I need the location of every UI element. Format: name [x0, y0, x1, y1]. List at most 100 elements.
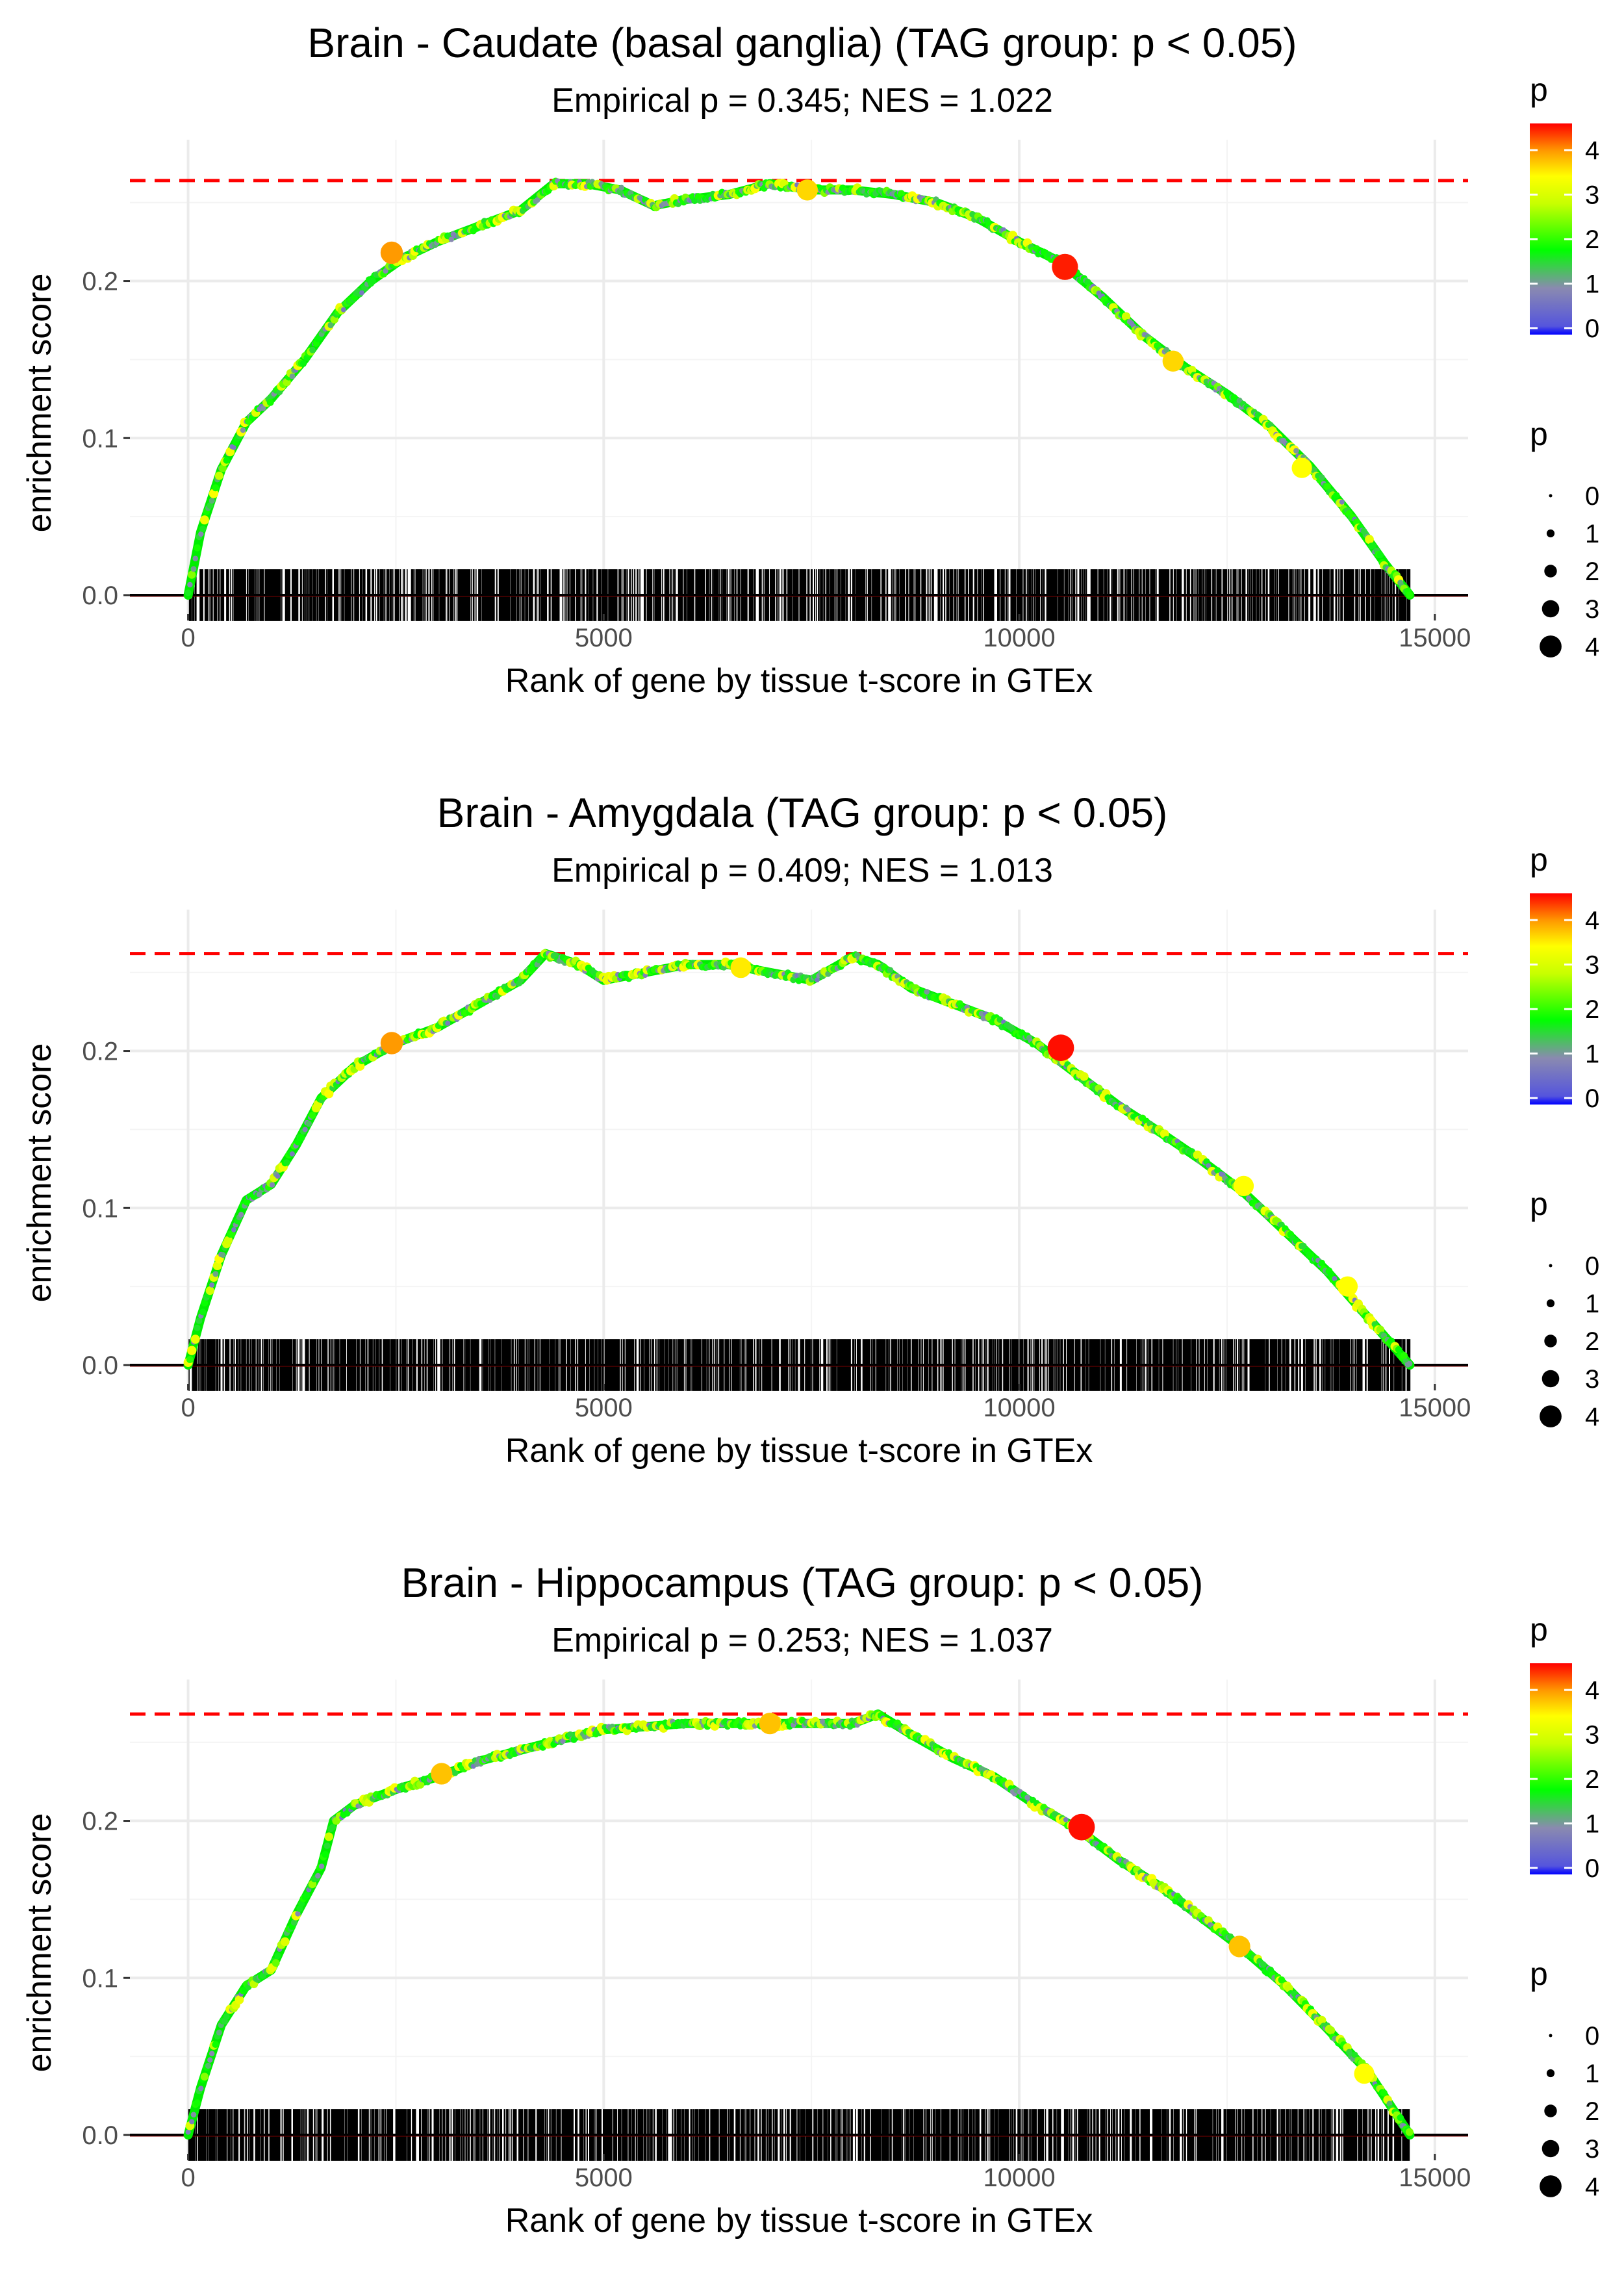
y-tick-label: 0.2 — [82, 268, 118, 296]
curve-point — [194, 2099, 201, 2106]
curve-point — [188, 570, 196, 579]
curve-point — [534, 197, 540, 203]
curve-point — [186, 1356, 194, 1363]
chart-title: Brain - Caudate (basal ganglia) (TAG gro… — [307, 19, 1297, 66]
colorbar-label: 2 — [1585, 995, 1599, 1024]
y-axis-title: enrichment score — [21, 1043, 58, 1303]
colorbar-label: 3 — [1585, 1721, 1599, 1750]
curve-point — [567, 1731, 574, 1738]
curve-point — [266, 399, 274, 406]
curve-point — [209, 1282, 215, 1288]
curve-point — [1401, 1352, 1408, 1359]
size-legend-label: 2 — [1585, 557, 1599, 586]
curve-point — [1278, 1976, 1286, 1984]
curve-point — [214, 471, 223, 480]
curve-point — [184, 589, 192, 596]
curve-point — [815, 977, 820, 983]
curve-point — [194, 544, 201, 552]
curve-point — [1405, 2128, 1414, 2136]
x-tick-label: 15000 — [1399, 1394, 1471, 1422]
y-tick-label: 0.1 — [82, 1964, 118, 1993]
y-tick-label: 0.0 — [82, 581, 118, 610]
enrichment-curve — [183, 177, 1415, 600]
curve-point — [1339, 499, 1345, 505]
curve-point — [207, 502, 214, 509]
curve-point — [256, 1192, 262, 1197]
x-tick-label: 0 — [181, 1394, 195, 1422]
curve-point — [205, 1286, 214, 1296]
colorbar — [1530, 1663, 1572, 1874]
curve-point — [1260, 1961, 1267, 1968]
size-legend-title: p — [1530, 1956, 1548, 1992]
curve-point — [201, 1299, 209, 1307]
highlight-point-1 — [380, 241, 403, 264]
curve-point — [327, 322, 334, 329]
size-legend-dot — [1540, 635, 1562, 658]
curve-point — [1214, 1167, 1221, 1174]
size-legend-label: 2 — [1585, 2097, 1599, 2126]
colorbar-label: 2 — [1585, 225, 1599, 254]
curve-point — [528, 965, 536, 973]
size-legend-label: 4 — [1585, 633, 1599, 661]
curve-point — [212, 2041, 220, 2048]
colorbar-label: 0 — [1585, 1854, 1599, 1883]
curve-point — [205, 2062, 212, 2069]
curve-point — [216, 2029, 222, 2036]
colorbar — [1530, 123, 1572, 335]
y-tick-label: 0.0 — [82, 1351, 118, 1380]
size-legend-dot — [1542, 600, 1560, 618]
curve-point — [1380, 2089, 1388, 2097]
curve-point — [192, 556, 199, 561]
curve-point — [274, 1952, 281, 1960]
curve-point — [220, 1252, 226, 1258]
size-legend-dot — [1540, 2175, 1562, 2197]
curve-point — [448, 236, 455, 242]
curve-point — [235, 1995, 244, 2004]
chart-subtitle: Empirical p = 0.253; NES = 1.037 — [552, 1622, 1053, 1659]
curve-point — [243, 1198, 250, 1206]
size-legend-label: 3 — [1585, 595, 1599, 624]
curve-point — [190, 1335, 200, 1344]
curve-point — [1406, 1361, 1413, 1367]
x-tick-label: 10000 — [983, 1394, 1055, 1422]
colorbar-label: 4 — [1585, 1676, 1599, 1705]
size-legend-dot — [1546, 1299, 1555, 1308]
y-tick-label: 0.0 — [82, 2121, 118, 2150]
colorbar-label: 4 — [1585, 136, 1599, 165]
curve-point — [924, 989, 930, 995]
highlight-point-3 — [1047, 1034, 1074, 1062]
highlight-point-1 — [431, 1763, 453, 1785]
size-legend-dot — [1549, 2034, 1553, 2038]
curve-point — [198, 2086, 204, 2091]
curve-point — [324, 1842, 331, 1849]
curve-point — [359, 290, 364, 296]
x-tick-label: 15000 — [1399, 624, 1471, 652]
curve-point — [269, 1182, 275, 1188]
legend: p 0 1 2 3 4 p 0 1 2 3 4 — [1530, 841, 1599, 1431]
curve-point — [1125, 1106, 1131, 1113]
x-tick-label: 5000 — [575, 2164, 633, 2192]
curve-point — [887, 967, 894, 973]
curve-point — [1084, 279, 1091, 286]
curve-point — [199, 525, 207, 533]
curve-point — [272, 1959, 280, 1967]
curve-point — [298, 1134, 305, 1142]
size-legend-title: p — [1530, 416, 1548, 452]
curve-point — [231, 444, 236, 450]
size-legend-label: 0 — [1585, 482, 1599, 511]
x-tick-label: 10000 — [983, 2164, 1055, 2192]
curve-point — [1406, 591, 1414, 599]
size-legend-dot — [1544, 565, 1557, 578]
size-legend-label: 1 — [1585, 1290, 1599, 1318]
colorbar-label: 1 — [1585, 1040, 1599, 1069]
curve-point — [416, 1780, 425, 1789]
curve-point — [309, 1112, 316, 1119]
size-legend-label: 4 — [1585, 1403, 1599, 1431]
curve-point — [281, 1937, 290, 1947]
curve-point — [289, 373, 296, 379]
x-axis-title: Rank of gene by tissue t-score in GTEx — [505, 662, 1093, 700]
highlight-point-2 — [796, 179, 818, 201]
curve-point — [299, 360, 307, 367]
curve-point — [978, 1010, 985, 1017]
y-axis-title: enrichment score — [21, 274, 58, 533]
